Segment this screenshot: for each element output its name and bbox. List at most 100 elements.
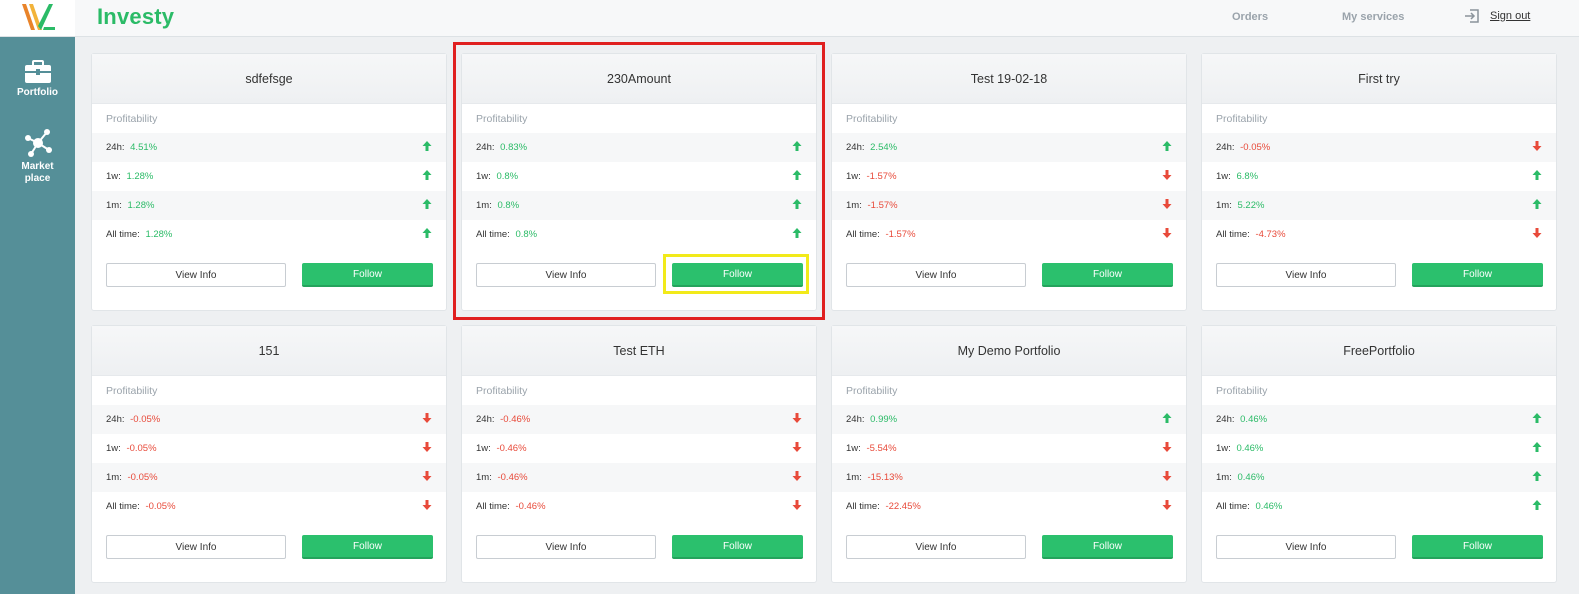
profit-entry: All time: -4.73% [1216,229,1286,240]
follow-button[interactable]: Follow [1042,535,1173,559]
profit-entry: All time: -22.45% [846,501,921,512]
profit-entry: 1m: 0.46% [1216,472,1264,483]
profitability-label: Profitability [1216,384,1268,397]
profit-row: 24h: 0.83% [462,133,816,162]
profit-period-label: 1w: [106,171,121,182]
profit-period-label: 24h: [106,142,125,153]
profit-period-label: All time: [106,501,140,512]
arrow-down-icon [1162,199,1172,212]
profit-value: -0.05% [1240,142,1271,153]
view-info-button[interactable]: View Info [476,535,656,559]
arrow-down-icon [1162,228,1172,241]
briefcase-icon [24,60,51,83]
card-actions: View Info Follow [846,263,1173,287]
portfolio-card: sdfefsge Profitability 24h: 4.51% 1w: 1.2… [91,53,447,311]
profit-value: -22.45% [885,501,921,512]
profit-value: 0.46% [1237,472,1265,483]
profitability-label: Profitability [106,112,158,125]
profit-period-label: All time: [846,229,880,240]
brand-title: Investy [97,4,175,29]
view-info-button[interactable]: View Info [846,263,1026,287]
profit-row: All time: 1.28% [92,220,446,249]
follow-button[interactable]: Follow [302,535,433,559]
profit-row: 24h: 0.46% [1202,405,1556,434]
profit-value: 1.28% [145,229,173,240]
arrow-up-icon [422,170,432,183]
card-title: FreePortfolio [1202,326,1556,376]
view-info-button[interactable]: View Info [106,535,286,559]
profit-row: 1m: 0.8% [462,191,816,220]
profit-value: 1.28% [127,200,155,211]
arrow-down-icon [1532,228,1542,241]
profit-value: 4.51% [130,142,158,153]
profit-row: 1w: 0.8% [462,162,816,191]
sign-out-icon [1465,9,1479,23]
card-actions: View Info Follow [106,263,433,287]
arrow-down-icon [1162,500,1172,513]
profit-row: 24h: -0.46% [462,405,816,434]
profit-period-label: 1w: [846,443,861,454]
profit-value: 0.99% [870,414,898,425]
sidebar-item-portfolio[interactable]: Portfolio [0,60,75,99]
profit-entry: 24h: 0.46% [1216,414,1267,425]
arrow-up-icon [1532,471,1542,484]
portfolio-card: Test 19-02-18 Profitability 24h: 2.54% 1w… [831,53,1187,311]
card-title: Test 19-02-18 [832,54,1186,104]
profit-entry: All time: -1.57% [846,229,916,240]
profitability-label: Profitability [106,384,158,397]
follow-button[interactable]: Follow [1412,263,1543,287]
follow-button[interactable]: Follow [302,263,433,287]
profit-entry: All time: 0.46% [1216,501,1282,512]
profit-period-label: All time: [476,229,510,240]
profit-period-label: 1w: [476,443,491,454]
profit-row: All time: -4.73% [1202,220,1556,249]
profit-entry: 1m: -1.57% [846,200,898,211]
portfolio-card: Test ETH Profitability 24h: -0.46% 1w: -0… [461,325,817,583]
sidebar: Portfolio Market place [0,0,75,594]
top-header: Investy Orders My services Sign out [75,0,1579,37]
profit-entry: 1w: 0.8% [476,171,518,182]
profit-entry: 1w: -0.46% [476,443,527,454]
profit-entry: 24h: 0.99% [846,414,897,425]
follow-button[interactable]: Follow [1412,535,1543,559]
sidebar-item-marketplace[interactable]: Market place [0,128,75,185]
profit-period-label: 24h: [846,414,865,425]
view-info-button[interactable]: View Info [476,263,656,287]
profit-value: -4.73% [1255,229,1286,240]
arrow-down-icon [422,471,432,484]
view-info-button[interactable]: View Info [1216,535,1396,559]
card-actions: View Info Follow [1216,263,1543,287]
arrow-down-icon [1162,442,1172,455]
profit-row: All time: -22.45% [832,492,1186,521]
profit-period-label: 1m: [106,200,122,211]
follow-button[interactable]: Follow [672,535,803,559]
profit-entry: All time: -0.05% [106,501,176,512]
view-info-button[interactable]: View Info [846,535,1026,559]
profit-row: 24h: 2.54% [832,133,1186,162]
arrow-down-icon [422,442,432,455]
arrow-up-icon [792,170,802,183]
logo-icon [21,4,55,30]
logo[interactable] [0,0,75,37]
network-icon [24,129,52,157]
follow-button[interactable]: Follow [672,263,803,287]
profit-value: 0.46% [1255,501,1283,512]
nav-orders[interactable]: Orders [1232,11,1269,23]
sign-out-link[interactable]: Sign out [1464,9,1530,23]
profitability-label: Profitability [476,112,528,125]
profit-entry: 1w: 1.28% [106,171,153,182]
view-info-button[interactable]: View Info [106,263,286,287]
follow-button[interactable]: Follow [1042,263,1173,287]
arrow-up-icon [1532,442,1542,455]
profit-period-label: 1w: [476,171,491,182]
profit-entry: 1w: -1.57% [846,171,897,182]
profit-value: 0.8% [497,200,520,211]
arrow-up-icon [422,141,432,154]
profit-period-label: 1w: [1216,443,1231,454]
nav-my-services[interactable]: My services [1342,11,1405,23]
profit-period-label: 24h: [476,142,495,153]
profit-entry: All time: 1.28% [106,229,172,240]
profit-entry: 1m: -0.46% [476,472,528,483]
profit-value: 0.83% [500,142,528,153]
view-info-button[interactable]: View Info [1216,263,1396,287]
